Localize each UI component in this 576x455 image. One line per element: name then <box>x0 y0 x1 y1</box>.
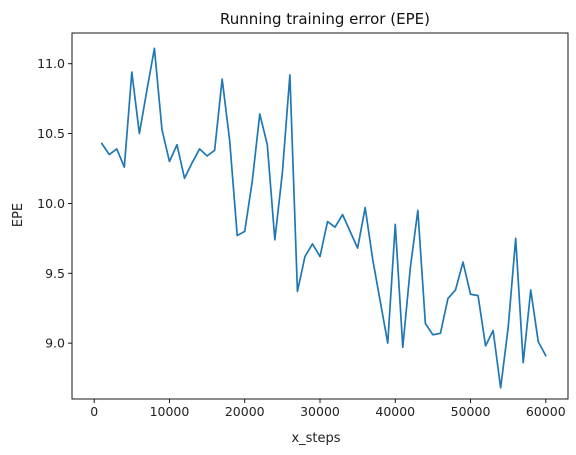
x-tick-label: 50000 <box>451 404 491 419</box>
chart-title: Running training error (EPE) <box>220 10 430 28</box>
y-axis: 9.0 9.5 10.0 10.5 11.0 <box>37 56 72 351</box>
x-axis-label: x_steps <box>291 431 340 446</box>
axes-frame <box>71 32 569 400</box>
x-tick-label: 0 <box>90 404 98 419</box>
x-tick-label: 40000 <box>375 404 415 419</box>
x-tick-label: 10000 <box>150 404 190 419</box>
series-line <box>100 47 547 389</box>
x-axis: 0 10000 20000 30000 40000 50000 60000 <box>90 399 566 419</box>
y-tick-label: 9.0 <box>45 336 65 351</box>
x-tick-label: 60000 <box>526 404 566 419</box>
x-tick-label: 20000 <box>225 404 265 419</box>
y-tick-label: 9.5 <box>45 266 65 281</box>
y-tick-label: 10.5 <box>37 126 65 141</box>
y-axis-label: EPE <box>11 203 26 227</box>
y-tick-label: 10.0 <box>37 196 65 211</box>
x-tick-label: 30000 <box>300 404 340 419</box>
y-tick-label: 11.0 <box>37 56 65 71</box>
plot-area <box>71 32 569 400</box>
